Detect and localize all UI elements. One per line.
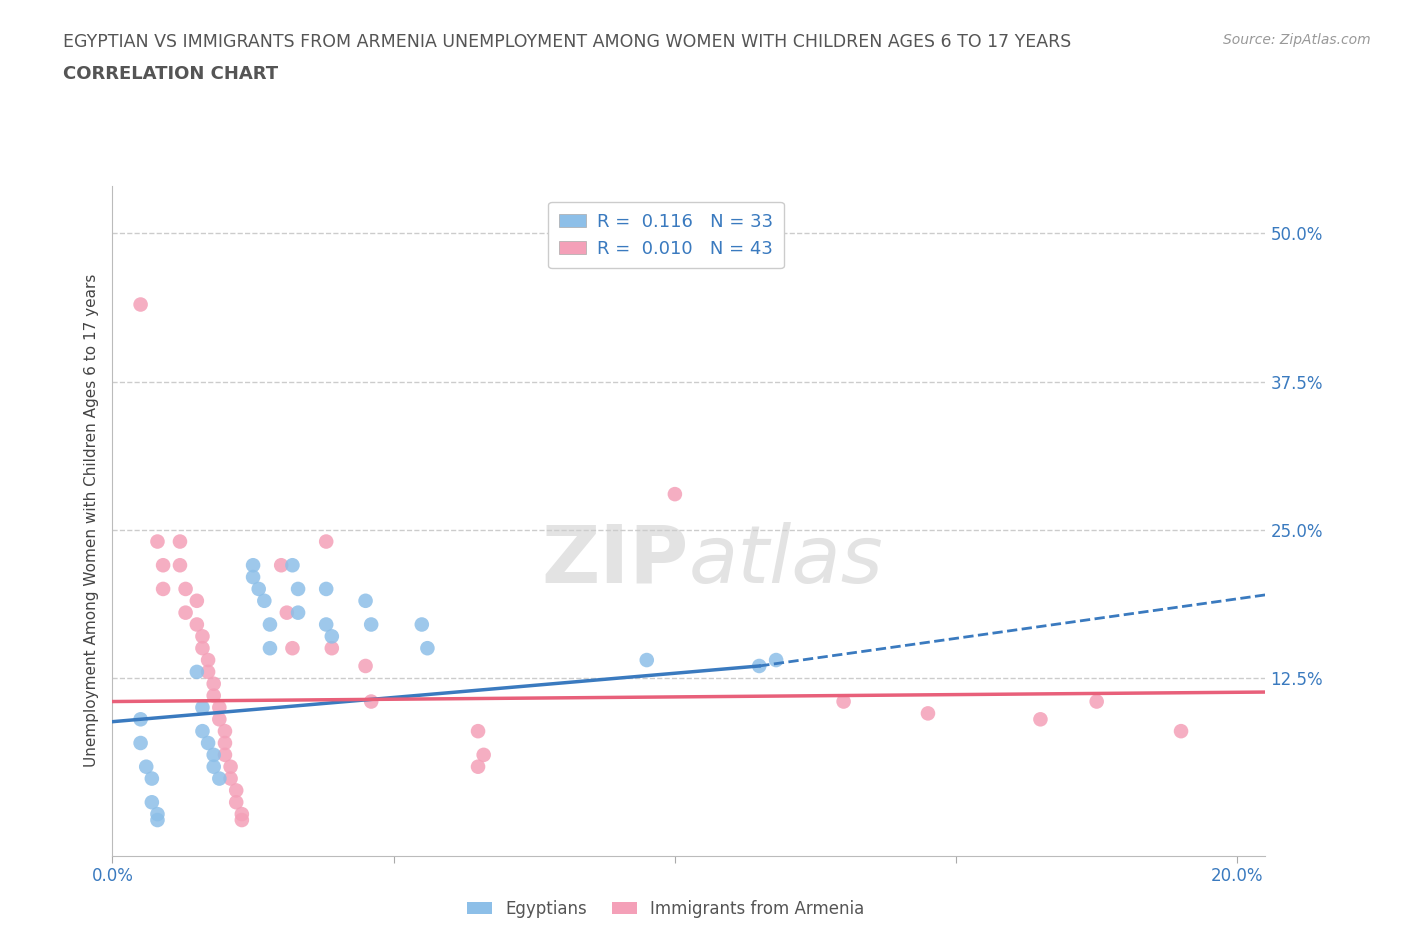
Point (270, 558, 292, 573)
Point (214, 724, 236, 738)
Point (146, 806, 169, 821)
Point (242, 558, 264, 573)
Point (321, 629, 343, 644)
Point (135, 759, 157, 774)
Point (259, 641, 281, 656)
Point (208, 700, 231, 715)
Point (208, 711, 231, 726)
Point (360, 694, 382, 709)
Point (467, 759, 489, 774)
Point (467, 724, 489, 738)
Point (315, 581, 337, 596)
Point (174, 581, 197, 596)
Point (281, 558, 304, 573)
Point (129, 711, 152, 726)
Point (231, 806, 253, 821)
Point (315, 618, 337, 632)
Point (315, 534, 337, 549)
Point (169, 534, 191, 549)
Point (146, 813, 169, 828)
Point (141, 795, 163, 810)
Point (152, 581, 174, 596)
Point (748, 658, 770, 673)
Point (354, 658, 377, 673)
Text: ZIP: ZIP (541, 522, 689, 600)
Point (354, 593, 377, 608)
Text: Source: ZipAtlas.com: Source: ZipAtlas.com (1223, 33, 1371, 46)
Point (472, 748, 495, 763)
Point (169, 558, 191, 573)
Point (174, 605, 197, 620)
Point (416, 641, 439, 656)
Point (214, 748, 236, 763)
Point (1029, 711, 1052, 726)
Point (197, 736, 219, 751)
Point (186, 593, 208, 608)
Point (197, 653, 219, 668)
Point (197, 664, 219, 679)
Point (202, 676, 225, 691)
Point (202, 748, 225, 763)
Point (129, 736, 152, 751)
Point (287, 581, 309, 596)
Point (247, 581, 270, 596)
Point (191, 641, 214, 656)
Point (321, 641, 343, 656)
Point (664, 486, 686, 501)
Point (636, 653, 658, 668)
Point (242, 570, 264, 585)
Text: CORRELATION CHART: CORRELATION CHART (63, 65, 278, 83)
Point (281, 641, 304, 656)
Point (191, 724, 214, 738)
Point (191, 700, 214, 715)
Point (208, 771, 231, 786)
Point (1170, 724, 1192, 738)
Point (225, 783, 247, 798)
Point (129, 297, 152, 312)
Point (146, 534, 169, 549)
Point (186, 664, 208, 679)
Point (141, 771, 163, 786)
Point (1085, 694, 1108, 709)
Point (214, 736, 236, 751)
Point (276, 605, 298, 620)
Y-axis label: Unemployment Among Women with Children Ages 6 to 17 years: Unemployment Among Women with Children A… (84, 274, 100, 767)
Point (287, 605, 309, 620)
Point (219, 759, 242, 774)
Point (259, 618, 281, 632)
Point (253, 593, 276, 608)
Point (360, 618, 382, 632)
Legend: Egyptians, Immigrants from Armenia: Egyptians, Immigrants from Armenia (460, 893, 872, 924)
Point (225, 795, 247, 810)
Point (202, 688, 225, 703)
Point (219, 771, 242, 786)
Point (152, 558, 174, 573)
Text: atlas: atlas (689, 522, 884, 600)
Text: EGYPTIAN VS IMMIGRANTS FROM ARMENIA UNEMPLOYMENT AMONG WOMEN WITH CHILDREN AGES : EGYPTIAN VS IMMIGRANTS FROM ARMENIA UNEM… (63, 33, 1071, 50)
Point (186, 618, 208, 632)
Point (411, 618, 433, 632)
Point (202, 759, 225, 774)
Point (917, 706, 939, 721)
Point (231, 813, 253, 828)
Point (765, 653, 787, 668)
Point (191, 629, 214, 644)
Point (832, 694, 855, 709)
